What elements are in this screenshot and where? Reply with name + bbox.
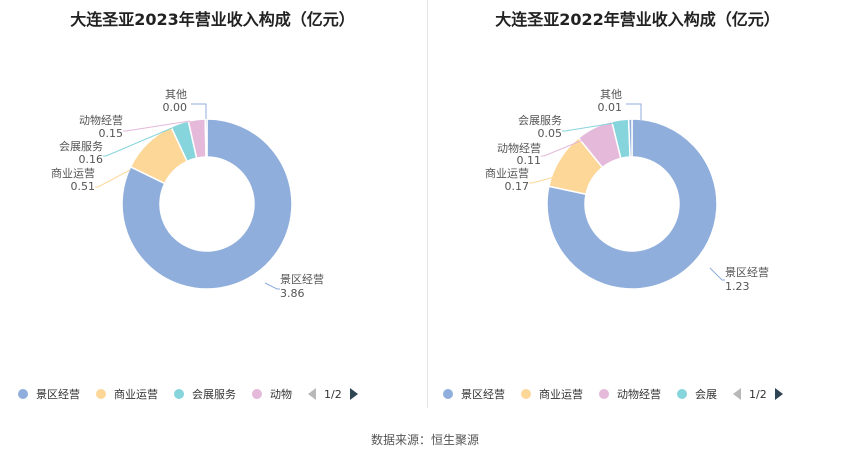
pie-slice[interactable] (546, 118, 718, 290)
legend-dot-icon (521, 389, 531, 399)
pager-prev-icon[interactable] (733, 388, 741, 400)
legend-dot-icon (174, 389, 184, 399)
slice-value: 0.00 (163, 101, 188, 114)
label-leader-line (264, 282, 280, 290)
legend-label: 动物经营 (617, 388, 661, 401)
chart-panel-2022: 大连圣亚2022年营业收入构成（亿元） 景区经营 1.23 商业运营 0.17 动物经营… (425, 0, 850, 410)
slice-label: 商业运营 (51, 166, 95, 180)
label-leader-line (541, 132, 601, 157)
slice-label: 其他 (600, 88, 622, 101)
slice-value: 0.17 (505, 180, 530, 193)
legend-item[interactable]: 商业运营 (96, 386, 158, 402)
legend-pager: 1/2 (733, 388, 783, 401)
slice-value: 1.23 (725, 280, 750, 293)
legend-item[interactable]: 会展 (677, 386, 717, 402)
pager-next-icon[interactable] (774, 388, 783, 400)
data-source-note: 数据来源：恒生聚源 (370, 433, 479, 447)
slice-value: 0.51 (71, 180, 96, 193)
legend-label: 商业运营 (114, 388, 158, 401)
legend-pager: 1/2 (308, 388, 358, 401)
legend-dot-icon (443, 389, 453, 399)
pie-slice[interactable] (204, 118, 208, 158)
pager-page-text: 1/2 (749, 387, 767, 401)
label-leader-line (191, 103, 207, 119)
label-leader-line (529, 174, 563, 184)
legend-item[interactable]: 动物 (252, 386, 292, 402)
legend-label: 会展服务 (192, 388, 236, 401)
slice-label: 商业运营 (485, 166, 529, 180)
slice-value: 0.15 (99, 127, 124, 140)
pie-slice[interactable] (121, 118, 293, 290)
slice-label: 会展服务 (518, 114, 562, 127)
legend-item[interactable]: 商业运营 (521, 386, 583, 402)
legend-label: 商业运营 (539, 388, 583, 401)
legend-label: 景区经营 (461, 388, 505, 401)
slice-value: 3.86 (280, 287, 305, 300)
legend-dot-icon (252, 389, 262, 399)
pie-slice[interactable] (627, 118, 633, 158)
chart-title: 大连圣亚2022年营业收入构成（亿元） (495, 10, 780, 29)
slice-label: 动物经营 (497, 141, 541, 155)
pager-prev-icon[interactable] (308, 388, 316, 400)
legend-item[interactable]: 会展服务 (174, 386, 236, 402)
legend-dot-icon (677, 389, 687, 399)
legend-label: 会展 (695, 388, 717, 401)
slice-value: 0.01 (598, 101, 623, 114)
slice-value: 0.05 (538, 127, 563, 140)
slice-label: 景区经营 (725, 265, 769, 279)
slice-label: 动物经营 (79, 113, 123, 127)
slice-value: 0.11 (517, 154, 542, 167)
label-leader-line (95, 169, 131, 188)
legend-item[interactable]: 景区经营 (443, 386, 505, 402)
legend-dot-icon (599, 389, 609, 399)
label-leader-line (626, 103, 642, 120)
label-leader-line (123, 120, 191, 132)
legend-item[interactable]: 动物经营 (599, 386, 661, 402)
pager-next-icon[interactable] (349, 388, 358, 400)
legend-label: 景区经营 (36, 388, 80, 401)
panel-divider (427, 0, 428, 408)
chart-legend: 景区经营 商业运营 动物经营 会展 1/2 (443, 384, 783, 404)
chart-legend: 景区经营 商业运营 会展服务 动物 1/2 (18, 384, 358, 404)
slice-value: 0.16 (79, 153, 104, 166)
legend-label: 动物 (270, 388, 292, 401)
legend-dot-icon (96, 389, 106, 399)
pager-page-text: 1/2 (324, 387, 342, 401)
slice-label: 会展服务 (59, 140, 103, 153)
legend-item[interactable]: 景区经营 (18, 386, 80, 402)
legend-dot-icon (18, 389, 28, 399)
slice-label: 其他 (165, 88, 187, 101)
label-leader-line (709, 267, 725, 281)
chart-panel-2023: 大连圣亚2023年营业收入构成（亿元） 景区经营 3.86 商业运营 0.51 会展服务… (0, 0, 425, 410)
label-leader-line (103, 127, 173, 157)
slice-label: 景区经营 (280, 272, 324, 286)
chart-title: 大连圣亚2023年营业收入构成（亿元） (70, 10, 355, 29)
label-leader-line (562, 120, 628, 132)
